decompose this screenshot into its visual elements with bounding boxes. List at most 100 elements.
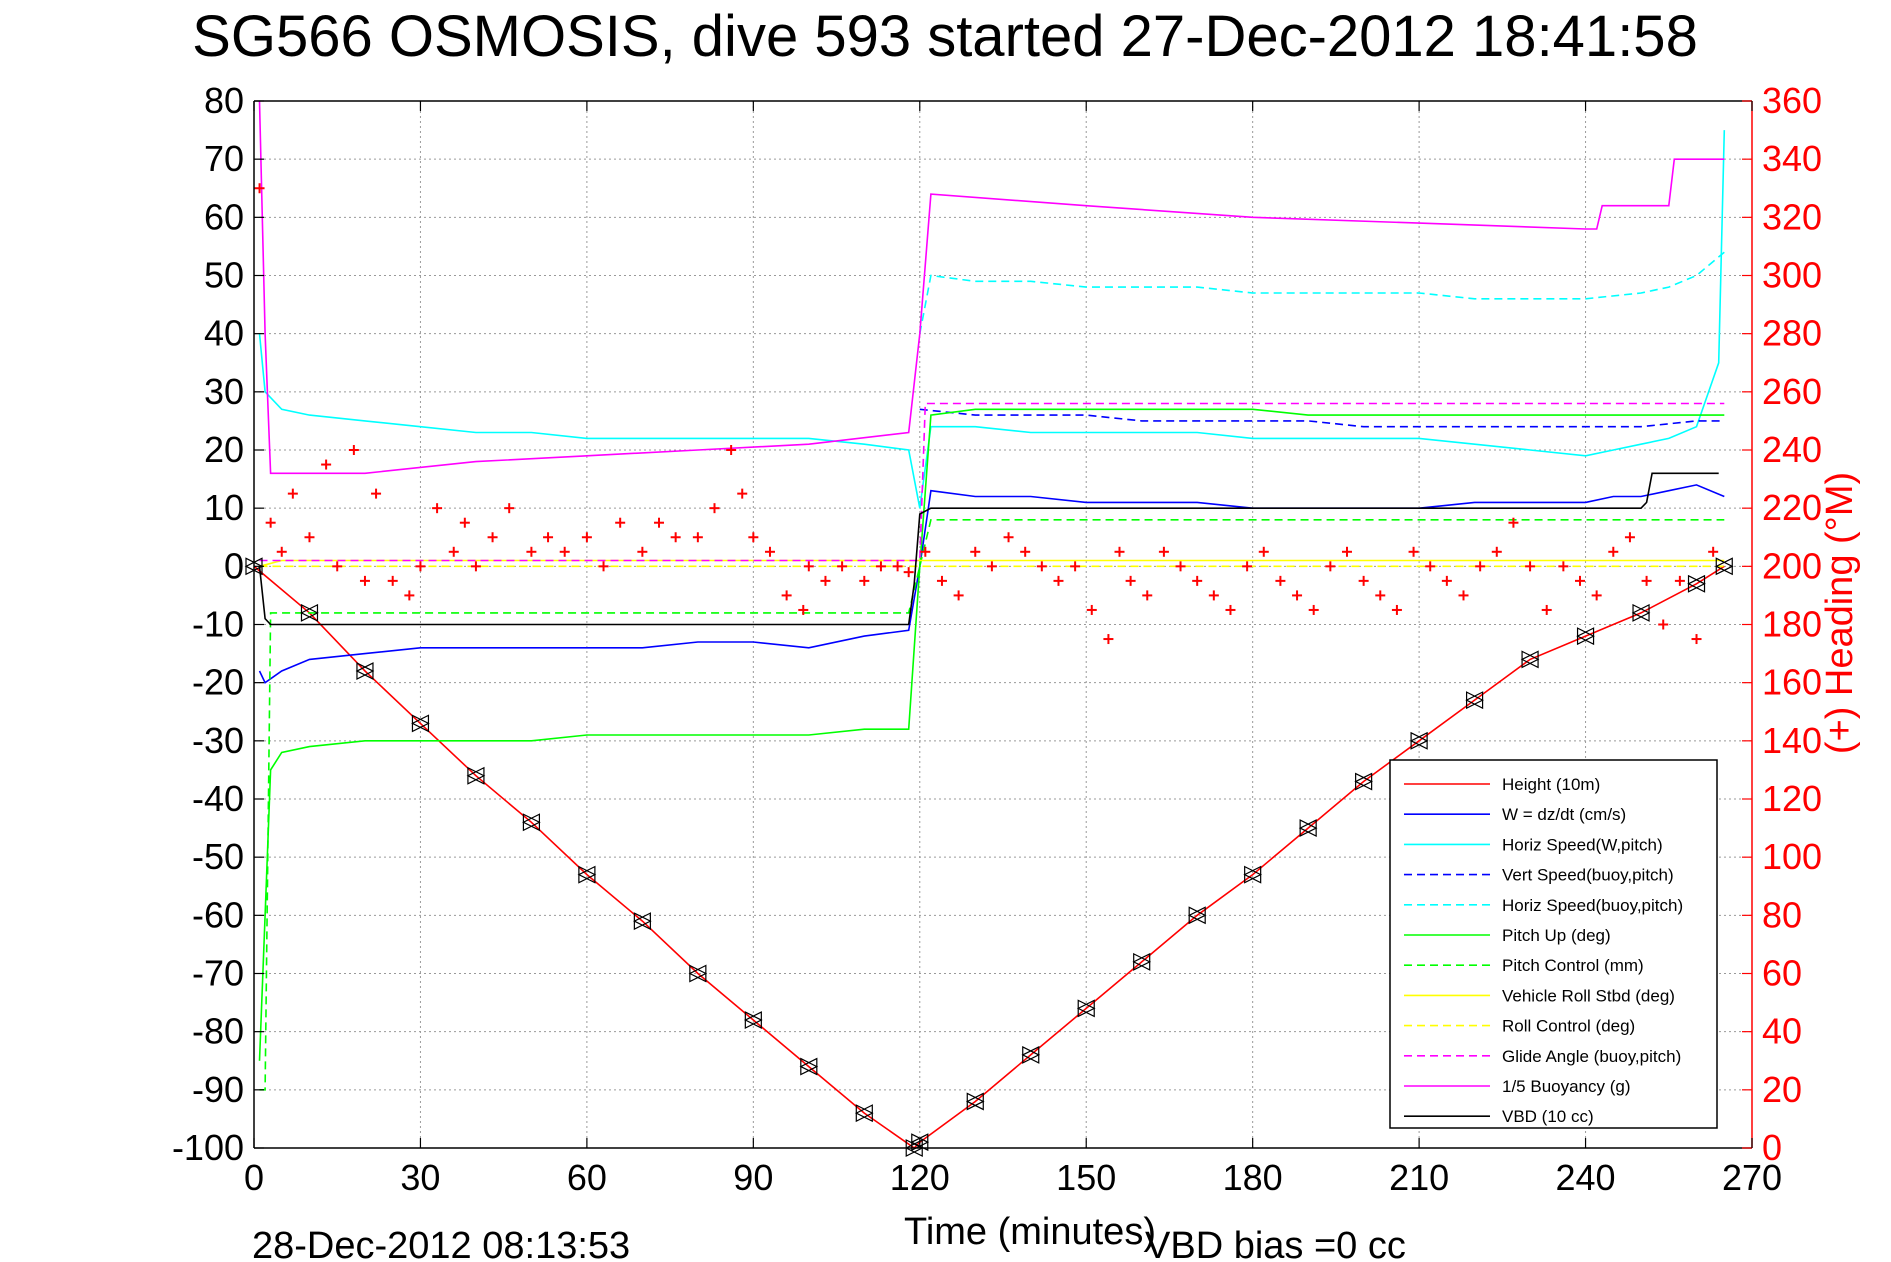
y-tick-label: 50	[204, 255, 244, 296]
legend-label: Vehicle Roll Stbd (deg)	[1502, 986, 1675, 1005]
heading-point	[359, 575, 370, 586]
heading-point	[415, 561, 426, 572]
heading-point	[1375, 590, 1386, 601]
heading-point	[726, 445, 737, 455]
heading-point	[1242, 561, 1253, 572]
heading-point	[1003, 532, 1014, 543]
heading-point	[1624, 532, 1635, 543]
heading-point	[254, 183, 265, 194]
legend-label: 1/5 Buoyancy (g)	[1502, 1077, 1631, 1096]
heading-point	[404, 590, 415, 601]
heading-point	[1036, 561, 1047, 572]
legend-label: Vert Speed(buoy,pitch)	[1502, 866, 1674, 885]
right-y-tick-label: 20	[1762, 1069, 1802, 1110]
heading-point	[1308, 604, 1319, 615]
height-marker	[1576, 627, 1595, 646]
y-tick-label: -20	[192, 662, 244, 703]
x-tick-label: 240	[1556, 1157, 1616, 1198]
heading-point	[332, 561, 343, 572]
x-tick-label: 270	[1722, 1157, 1782, 1198]
heading-point	[970, 546, 981, 557]
heading-point	[371, 488, 382, 499]
right-y-tick-label: 140	[1762, 720, 1822, 761]
heading-point	[1441, 575, 1452, 586]
heading-point	[654, 517, 665, 528]
heading-point	[986, 561, 997, 572]
axes	[253, 100, 1753, 1149]
series-line-pitch-up-deg	[258, 408, 1725, 1061]
heading-point	[459, 517, 470, 528]
right-y-tick-label: 340	[1762, 138, 1822, 179]
right-y-tick-label: 100	[1762, 836, 1822, 877]
heading-point	[1541, 604, 1552, 615]
right-y-tick-label: 360	[1762, 80, 1822, 121]
height-marker	[1298, 819, 1318, 838]
series-line-horiz-speed-buoy-pitch	[919, 251, 1725, 334]
heading-point	[1292, 590, 1303, 601]
heading-point	[1142, 590, 1153, 601]
y-tick-label: -50	[192, 836, 244, 877]
height-marker	[1409, 731, 1429, 750]
legend: Height (10m) W = dz/dt (cm/s) Horiz Speed(…	[1389, 759, 1718, 1129]
marker-layer	[244, 183, 1734, 1157]
right-y-tick-label: 0	[1762, 1127, 1782, 1168]
right-y-tick-label: 60	[1762, 953, 1802, 994]
height-marker	[1714, 557, 1734, 576]
legend-box	[1389, 759, 1718, 1129]
legend-label: Horiz Speed(buoy,pitch)	[1502, 896, 1683, 915]
heading-point	[1391, 604, 1402, 615]
right-y-tick-label: 200	[1762, 545, 1822, 586]
heading-point	[598, 561, 609, 572]
series-line-glide-angle-buoy-pitch	[259, 402, 1725, 562]
heading-point	[321, 459, 332, 470]
right-axis-label: (+) Heading (°M)	[1819, 472, 1861, 754]
heading-point	[1525, 561, 1536, 572]
right-y-tick-label: 320	[1762, 196, 1822, 237]
right-y-tick-label: 180	[1762, 604, 1822, 645]
height-marker	[743, 1011, 763, 1030]
heading-point	[387, 575, 398, 586]
heading-point	[304, 532, 315, 543]
y-tick-label: -60	[192, 894, 244, 935]
height-marker	[1132, 952, 1152, 971]
heading-point	[543, 532, 554, 543]
x-tick-label: 210	[1389, 1157, 1449, 1198]
y-tick-label: 80	[204, 80, 244, 121]
y-tick-label: -30	[192, 720, 244, 761]
y-tick-label: 70	[204, 138, 244, 179]
heading-point	[1158, 546, 1169, 557]
heading-point	[470, 561, 481, 572]
right-y-tick-label: 160	[1762, 662, 1822, 703]
right-y-tick-label: 40	[1762, 1011, 1802, 1052]
legend-label: Pitch Control (mm)	[1502, 956, 1644, 975]
heading-point	[1225, 604, 1236, 615]
heading-point	[276, 546, 287, 557]
x-tick-label: 0	[244, 1157, 264, 1198]
heading-point	[803, 561, 814, 572]
legend-label: W = dz/dt (cm/s)	[1502, 805, 1626, 824]
heading-point	[1491, 546, 1502, 557]
y-tick-label: 60	[204, 196, 244, 237]
heading-point	[265, 517, 276, 528]
legend-label: Height (10m)	[1502, 775, 1600, 794]
heading-point	[670, 532, 681, 543]
x-tick-label: 30	[400, 1157, 440, 1198]
heading-point	[526, 546, 537, 557]
legend-label: Glide Angle (buoy,pitch)	[1502, 1047, 1681, 1066]
legend-label: Horiz Speed(W,pitch)	[1502, 835, 1663, 854]
legend-label: Roll Control (deg)	[1502, 1017, 1635, 1036]
right-y-tick-label: 280	[1762, 313, 1822, 354]
y-tick-label: -100	[172, 1127, 244, 1168]
heading-point	[1591, 590, 1602, 601]
height-marker	[466, 766, 486, 785]
heading-point	[1358, 575, 1369, 586]
x-tick-label: 120	[890, 1157, 950, 1198]
heading-point	[1114, 546, 1125, 557]
height-marker	[1687, 574, 1706, 593]
heading-point	[764, 546, 775, 557]
height-marker	[1465, 691, 1484, 710]
heading-point	[837, 561, 848, 572]
heading-point	[1275, 575, 1286, 586]
heading-point	[692, 532, 703, 543]
